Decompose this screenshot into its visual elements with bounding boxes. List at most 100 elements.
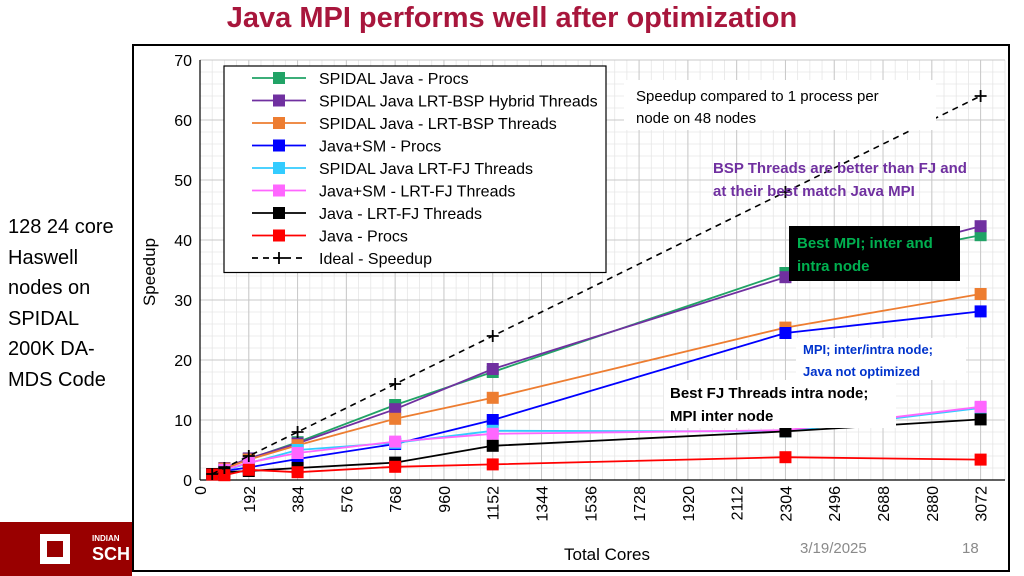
annotation-box [789, 226, 960, 281]
annotation-text: Best MPI; inter and [797, 235, 933, 252]
org-name-line1: INDIAN [92, 534, 120, 543]
data-point [974, 90, 987, 102]
annotation-text: MPI inter node [670, 408, 773, 425]
legend-label: SPIDAL Java - LRT-BSP Threads [319, 116, 557, 133]
x-tick-label: 2496 [827, 486, 844, 522]
legend-entry: Java - Procs [252, 229, 408, 246]
annotation-text: BSP Threads are better than FJ and [713, 160, 967, 177]
legend-label: Java - LRT-FJ Threads [319, 206, 482, 223]
legend-entry: Ideal - Speedup [252, 251, 432, 268]
series-ideal-speedup [206, 90, 987, 480]
data-point [974, 288, 987, 300]
y-tick-label: 70 [174, 53, 192, 70]
legend-label: Java+SM - Procs [319, 139, 441, 156]
data-point [389, 403, 402, 416]
legend-label: SPIDAL Java LRT-FJ Threads [319, 161, 533, 178]
data-point [974, 305, 987, 318]
annotation-text: at their best match Java MPI [713, 183, 915, 200]
series-group [206, 90, 987, 482]
data-point [486, 414, 499, 426]
data-point [486, 439, 499, 452]
x-tick-label: 1920 [681, 486, 698, 522]
data-point [486, 363, 499, 375]
y-tick-label: 40 [174, 233, 192, 250]
legend-marker [273, 207, 285, 219]
legend-label: Ideal - Speedup [319, 251, 432, 268]
data-point [779, 425, 792, 438]
data-point [389, 460, 402, 473]
legend: SPIDAL Java - Procs SPIDAL Java LRT-BSP H… [223, 65, 607, 274]
legend-marker [273, 72, 285, 84]
legend-entry: SPIDAL Java - Procs [252, 71, 469, 88]
axes [199, 60, 1005, 481]
annotation-bg [664, 380, 896, 428]
annotation-bg [624, 80, 936, 130]
annotation-bg [796, 338, 966, 380]
x-tick-label: 2112 [730, 486, 747, 521]
x-tick-label: 1536 [583, 486, 600, 522]
data-point [206, 468, 219, 480]
data-point [389, 412, 402, 425]
side-note: 128 24 core Haswell nodes on SPIDAL 200K… [8, 216, 114, 391]
legend-entry: SPIDAL Java LRT-BSP Hybrid Threads [252, 94, 598, 111]
x-tick-label: 3072 [974, 486, 991, 522]
data-point [779, 327, 792, 339]
y-tick-label: 60 [174, 113, 192, 130]
x-tick-label: 1152 [486, 486, 503, 521]
x-tick-label: 1728 [632, 486, 649, 522]
trident-icon [47, 541, 63, 557]
y-tick-label: 20 [174, 353, 192, 370]
legend-marker [273, 184, 285, 197]
org-name-line2: SCH [92, 544, 131, 564]
annotation-text: node on 48 nodes [636, 110, 756, 127]
annotation-text: Speedup compared to 1 process per [636, 88, 879, 105]
legend-marker [273, 139, 285, 152]
legend-label: Java+SM - LRT-FJ Threads [319, 184, 515, 201]
data-point [218, 469, 231, 482]
y-tick-label: 10 [174, 413, 192, 430]
legend-marker [273, 162, 285, 174]
annotation-text: Java not optimized [803, 364, 920, 379]
data-point [291, 447, 304, 459]
legend-label: SPIDAL Java - Procs [319, 71, 469, 88]
data-point [291, 466, 304, 479]
data-point [974, 453, 987, 466]
annotation-text: Best FJ Threads intra node; [670, 385, 868, 402]
slide-title: Java MPI performs well after optimizatio… [226, 2, 798, 34]
x-tick-label: 2688 [876, 486, 893, 522]
legend-marker [273, 117, 285, 129]
data-point [974, 400, 987, 413]
data-point [779, 186, 792, 198]
data-point [486, 391, 499, 404]
x-axis-label: Total Cores [564, 545, 650, 564]
y-tick-label: 0 [183, 473, 192, 490]
y-tick-label: 50 [174, 173, 192, 190]
data-point [486, 427, 499, 440]
legend-entry: SPIDAL Java LRT-FJ Threads [252, 161, 533, 178]
legend-label: Java - Procs [319, 229, 408, 246]
data-point [974, 220, 987, 233]
data-point [486, 330, 499, 342]
legend-marker [273, 229, 285, 242]
legend-entry: Java+SM - LRT-FJ Threads [252, 184, 515, 201]
annotation-text: intra node [797, 258, 870, 275]
x-tick-label: 0 [193, 486, 210, 495]
x-tick-label: 960 [437, 486, 454, 513]
x-tick-label: 192 [242, 486, 259, 513]
data-point [242, 463, 255, 476]
data-point [779, 271, 792, 284]
x-tick-label: 2880 [925, 486, 942, 522]
y-axis-label: Speedup [140, 238, 159, 306]
data-point [486, 458, 499, 471]
annotations: Speedup compared to 1 process per node on… [624, 80, 967, 428]
legend-marker [273, 94, 285, 107]
legend-entry: Java+SM - Procs [252, 139, 441, 156]
legend-marker [273, 252, 285, 264]
series-line [211, 95, 981, 475]
annotation-text: MPI; inter/intra node; [803, 342, 933, 357]
legend-entry: Java - LRT-FJ Threads [252, 206, 482, 223]
x-tick-label: 768 [388, 486, 405, 513]
data-point [389, 435, 402, 448]
slide-number: 18 [962, 540, 979, 557]
data-point [218, 462, 231, 474]
